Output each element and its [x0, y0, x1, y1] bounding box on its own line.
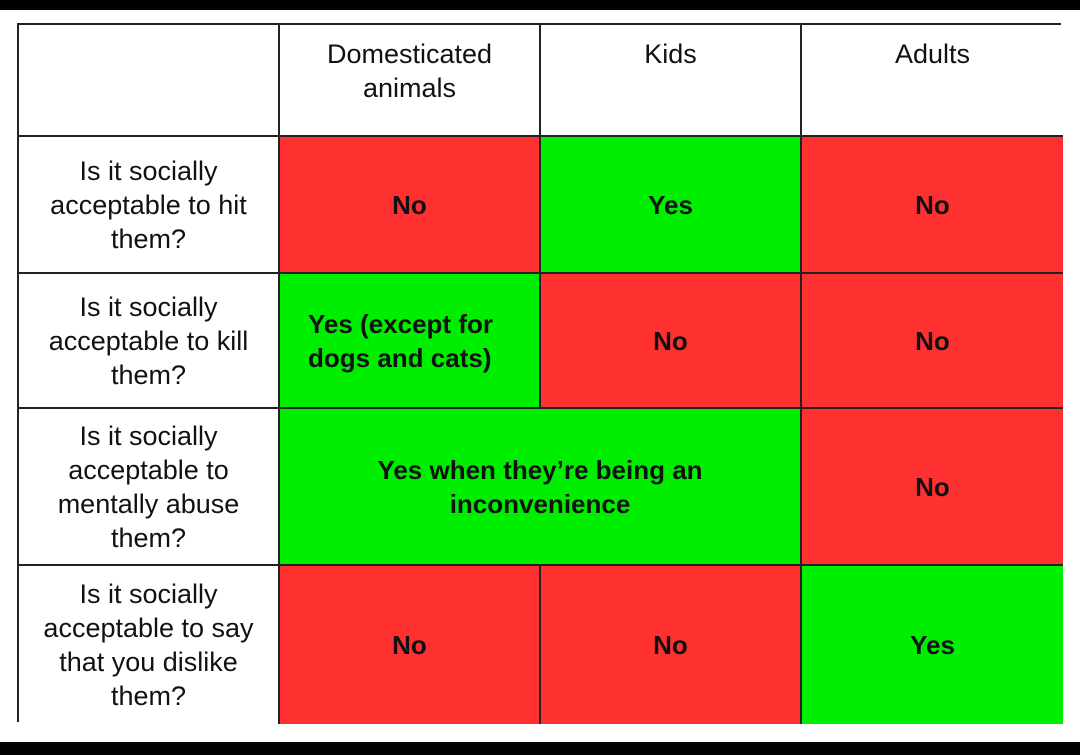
answer-cell-yes: Yes (except for dogs and cats) — [280, 274, 541, 409]
answer-cell-yes: Yes when they’re being an inconvenience — [280, 409, 802, 566]
answer-cell-no: No — [541, 566, 802, 724]
corner-header-cell — [19, 25, 280, 137]
comparison-table: Domesticated animals Kids Adults Is it soci… — [17, 23, 1063, 724]
row-question-header: Is it socially acceptable to kill them? — [19, 274, 280, 409]
answer-cell-yes: Yes — [541, 137, 802, 274]
column-header: Adults — [802, 25, 1063, 137]
column-header: Kids — [541, 25, 802, 137]
column-header: Domesticated animals — [280, 25, 541, 137]
answer-cell-no: No — [280, 137, 541, 274]
row-question-header: Is it socially acceptable to hit them? — [19, 137, 280, 274]
row-question-header: Is it socially acceptable to mentally ab… — [19, 409, 280, 566]
answer-cell-no: No — [280, 566, 541, 724]
answer-cell-yes: Yes — [802, 566, 1063, 724]
answer-cell-no: No — [802, 137, 1063, 274]
answer-cell-no: No — [802, 274, 1063, 409]
answer-cell-no: No — [802, 409, 1063, 566]
row-question-header: Is it socially acceptable to say that yo… — [19, 566, 280, 724]
table-frame: Domesticated animals Kids Adults Is it soci… — [0, 10, 1080, 742]
answer-cell-no: No — [541, 274, 802, 409]
